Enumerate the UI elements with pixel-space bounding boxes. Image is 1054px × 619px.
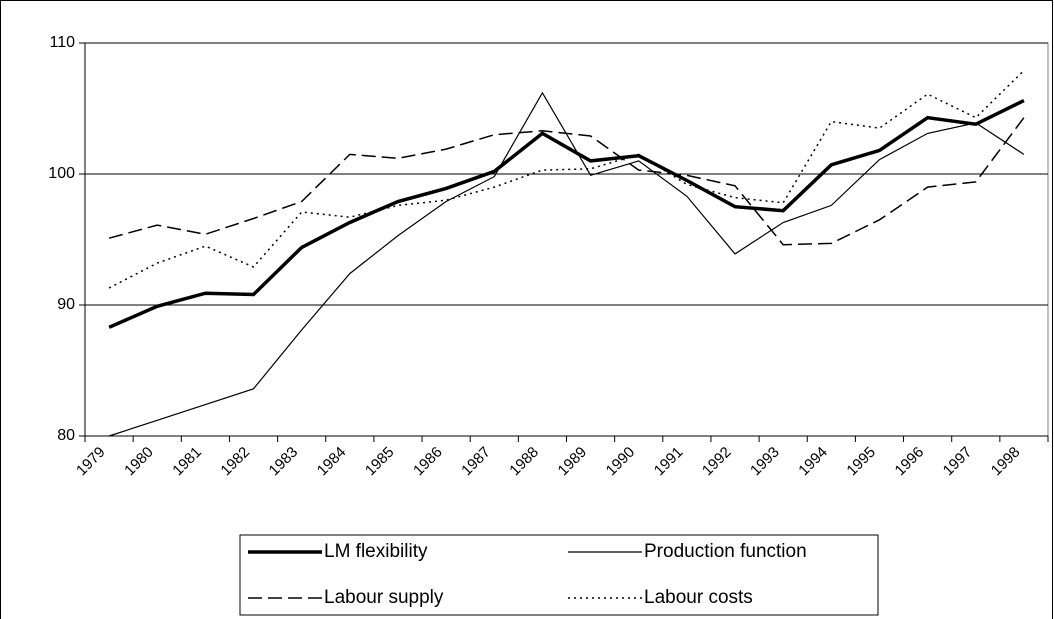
x-tick-label: 1986 — [410, 444, 446, 480]
x-tick-label: 1993 — [747, 444, 783, 480]
x-tick-label: 1982 — [217, 444, 253, 480]
legend-label: Labour supply — [324, 587, 444, 608]
x-tick-label: 1981 — [169, 444, 205, 480]
x-tick-label: 1980 — [121, 444, 157, 480]
y-tick-label: 80 — [57, 427, 75, 444]
x-tick-label: 1992 — [699, 444, 735, 480]
x-tick-label: 1987 — [458, 444, 494, 480]
x-tick-label: 1995 — [843, 444, 879, 480]
y-tick-label: 110 — [49, 34, 75, 51]
x-tick-label: 1985 — [362, 444, 398, 480]
x-tick-label: 1998 — [988, 444, 1024, 480]
x-tick-label: 1994 — [795, 444, 831, 480]
series-line — [108, 117, 1025, 246]
x-tick-label: 1979 — [73, 444, 109, 480]
x-tick-label: 1997 — [940, 444, 976, 480]
legend-label: LM flexibility — [324, 541, 428, 562]
plot-area — [84, 42, 1049, 437]
y-tick-label: 90 — [57, 296, 75, 313]
y-tick-label: 100 — [48, 165, 75, 182]
x-tick-label: 1990 — [603, 444, 639, 480]
x-tick-label: 1984 — [314, 444, 350, 480]
x-tick-label: 1996 — [892, 444, 928, 480]
series-line — [108, 99, 1025, 329]
series-line — [108, 69, 1025, 289]
legend-box — [239, 534, 879, 616]
x-tick-label: 1991 — [651, 444, 687, 480]
x-tick-label: 1989 — [555, 444, 591, 480]
legend: LM flexibility Production function Labour … — [248, 541, 807, 608]
x-tick-label: 1983 — [266, 444, 302, 480]
x-tick-label: 1988 — [506, 444, 542, 480]
legend-label: Production function — [644, 541, 807, 562]
legend-label: Labour costs — [644, 587, 753, 608]
